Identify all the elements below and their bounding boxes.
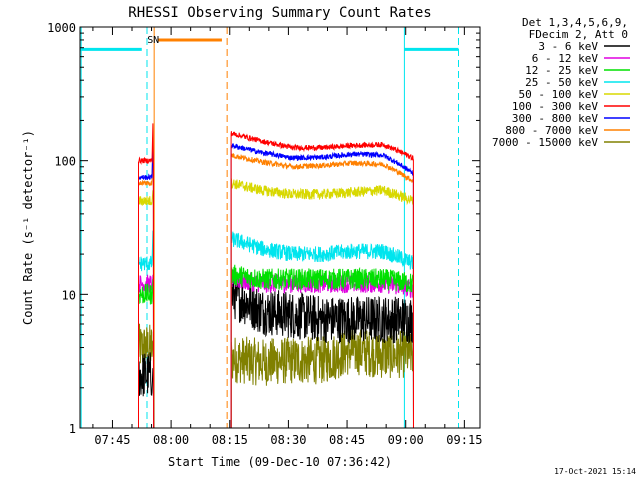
series-line-part-1 bbox=[138, 137, 155, 429]
x-tick-label: 09:00 bbox=[388, 433, 424, 447]
y-axis-label: Count Rate (s⁻¹ detector⁻¹) bbox=[21, 130, 35, 325]
legend-header: Det 1,3,4,5,6,9, bbox=[522, 16, 628, 29]
x-tick-label: 09:15 bbox=[446, 433, 482, 447]
flag-label: N bbox=[153, 35, 159, 46]
series-line-part-2 bbox=[230, 327, 414, 429]
legend-header: FDecim 2, Att 0 bbox=[529, 28, 628, 41]
y-tick-label: 1 bbox=[69, 422, 76, 436]
x-tick-label: 08:15 bbox=[212, 433, 248, 447]
series-line-part-2 bbox=[230, 178, 414, 429]
x-tick-label: 08:30 bbox=[270, 433, 306, 447]
legend: Det 1,3,4,5,6,9,FDecim 2, Att 03 - 6 keV… bbox=[492, 16, 630, 149]
legend-entry-label: 300 - 800 keV bbox=[512, 112, 598, 125]
y-tick-label: 10 bbox=[62, 288, 76, 302]
series-line-part-1 bbox=[138, 190, 155, 429]
legend-entry-label: 100 - 300 keV bbox=[512, 100, 598, 113]
series-line-part-2 bbox=[230, 264, 414, 429]
series-line-part-1 bbox=[138, 123, 155, 429]
x-tick-label: 08:00 bbox=[153, 433, 189, 447]
legend-entry-label: 12 - 25 keV bbox=[525, 64, 598, 77]
legend-entry-label: 3 - 6 keV bbox=[538, 40, 598, 53]
flag-label: S bbox=[147, 35, 153, 46]
x-tick-label: 08:45 bbox=[329, 433, 365, 447]
legend-entry-label: 800 - 7000 keV bbox=[505, 124, 598, 137]
series-line-part-1 bbox=[138, 352, 155, 429]
y-tick-label: 1000 bbox=[47, 21, 76, 35]
series-line-part-1 bbox=[138, 279, 155, 429]
series-line-part-2 bbox=[230, 131, 414, 429]
chart-title: RHESSI Observing Summary Count Rates bbox=[128, 5, 431, 21]
series-line-part-2 bbox=[230, 143, 414, 429]
plot-frame bbox=[79, 26, 481, 429]
series-line-part-1 bbox=[138, 323, 155, 429]
series-layer bbox=[138, 123, 414, 429]
legend-entry-label: 25 - 50 keV bbox=[525, 76, 598, 89]
y-tick-label: 100 bbox=[54, 155, 76, 169]
x-tick-label: 07:45 bbox=[94, 433, 130, 447]
plot-timestamp: 17-Oct-2021 15:14 bbox=[554, 467, 636, 476]
x-axis-label: Start Time (09-Dec-10 07:36:42) bbox=[168, 455, 392, 469]
legend-entry-label: 50 - 100 keV bbox=[519, 88, 599, 101]
series-line-part-2 bbox=[230, 153, 414, 429]
series-line-part-1 bbox=[138, 145, 155, 429]
series-line-part-1 bbox=[138, 230, 155, 429]
legend-entry-label: 6 - 12 keV bbox=[532, 52, 599, 65]
axes: 1 10 100 1000 07:45 08:00 08:15 08:30 08:45 09:00… bbox=[47, 21, 482, 447]
legend-entry-label: 7000 - 15000 keV bbox=[492, 136, 598, 149]
series-line-part-2 bbox=[230, 273, 414, 429]
series-line-part-2 bbox=[230, 231, 414, 429]
